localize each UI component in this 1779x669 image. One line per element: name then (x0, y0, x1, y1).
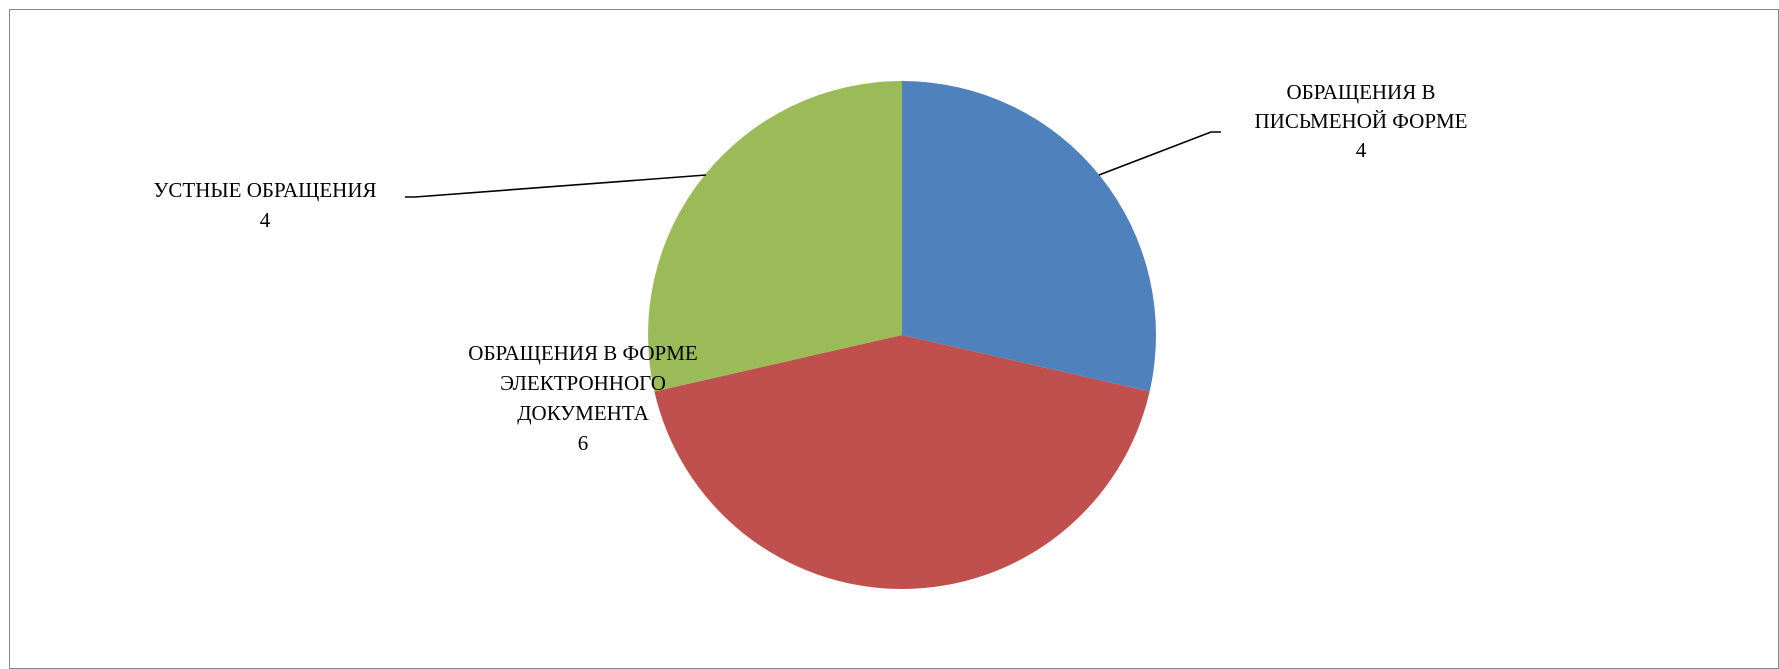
data-label-value-3: 4 (260, 208, 271, 232)
pie-slices (648, 81, 1156, 589)
pie-slice-2 (654, 335, 1150, 589)
leader-line-3 (405, 174, 707, 198)
pie-slice-3 (648, 81, 902, 392)
data-label-category-2: ДОКУМЕНТА (517, 401, 649, 425)
leader-lines (405, 131, 1221, 198)
data-label-value-1: 4 (1356, 138, 1367, 162)
data-labels: ОБРАЩЕНИЯ В ПИСЬМЕНОЙ ФОРМЕ 4 ОБРАЩЕНИЯ В Ф… (154, 80, 1468, 455)
data-label-category-3: УСТНЫЕ ОБРАЩЕНИЯ (154, 178, 377, 202)
data-label-category-2: ЭЛЕКТРОННОГО (500, 371, 666, 395)
data-label-category-1: ОБРАЩЕНИЯ В (1287, 80, 1436, 104)
data-label-value-2: 6 (578, 431, 589, 455)
pie-chart: ОБРАЩЕНИЯ В ПИСЬМЕНОЙ ФОРМЕ 4 ОБРАЩЕНИЯ В Ф… (154, 80, 1468, 589)
data-label-category-2: ОБРАЩЕНИЯ В ФОРМЕ (468, 341, 697, 365)
data-label-category-1: ПИСЬМЕНОЙ ФОРМЕ (1255, 109, 1468, 133)
pie-slice-1 (902, 81, 1156, 392)
leader-line-1 (1098, 131, 1221, 176)
